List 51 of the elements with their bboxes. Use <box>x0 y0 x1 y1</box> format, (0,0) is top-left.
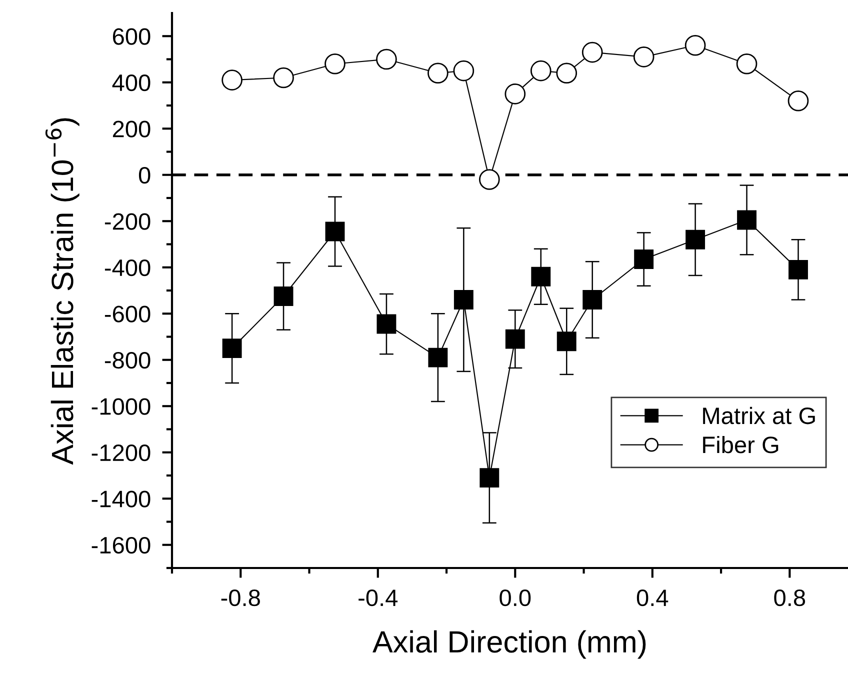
point <box>736 53 758 74</box>
point <box>324 53 346 74</box>
y-axis-title: Axial Elastic Strain (10$^{−6}$) <box>45 118 80 465</box>
point <box>222 70 242 90</box>
y-tick-label: 200 <box>112 120 150 138</box>
point <box>428 348 448 368</box>
point <box>428 62 448 84</box>
point <box>505 329 525 349</box>
x-tick-label: 0.4 <box>636 589 668 606</box>
y-tick-label: -400 <box>104 259 150 276</box>
point <box>454 290 474 310</box>
x-axis-title: Axial Direction (mm) <box>372 630 646 659</box>
point <box>325 222 345 242</box>
point <box>453 60 474 82</box>
point <box>788 90 809 112</box>
y-tick-label: -1000 <box>92 398 150 415</box>
point <box>480 468 500 488</box>
point <box>788 260 808 280</box>
point <box>222 338 242 358</box>
point <box>274 286 294 306</box>
legend-label: Fiber G <box>703 436 778 454</box>
x-tick-label: -0.4 <box>358 589 398 606</box>
point <box>556 62 578 84</box>
x-tick-label: 0.8 <box>774 589 806 606</box>
y-tick-label: -1400 <box>92 490 150 508</box>
point <box>556 332 576 352</box>
y-tick-label: -200 <box>104 213 150 230</box>
point <box>376 314 396 334</box>
point <box>478 169 500 190</box>
point <box>737 210 756 230</box>
point <box>582 290 602 310</box>
legend-label: Matrix at G <box>703 406 815 424</box>
point <box>273 67 294 88</box>
x-tick-label: -0.8 <box>221 589 260 606</box>
point <box>531 266 551 286</box>
point <box>634 250 654 270</box>
y-tick-label: -1600 <box>92 536 150 554</box>
point <box>504 84 526 104</box>
point <box>686 230 706 250</box>
y-tick-label: -600 <box>104 306 150 322</box>
point <box>376 48 397 70</box>
point <box>530 60 552 82</box>
y-tick-label: -800 <box>104 352 150 369</box>
y-tick-label: 0 <box>138 166 150 184</box>
point <box>633 46 654 68</box>
y-tick-label: 400 <box>112 74 150 92</box>
y-tick-label: -1200 <box>92 444 150 462</box>
y-tick-label: 600 <box>112 28 150 45</box>
point <box>684 34 706 56</box>
x-tick-label: 0.0 <box>500 589 531 606</box>
point <box>582 42 603 63</box>
